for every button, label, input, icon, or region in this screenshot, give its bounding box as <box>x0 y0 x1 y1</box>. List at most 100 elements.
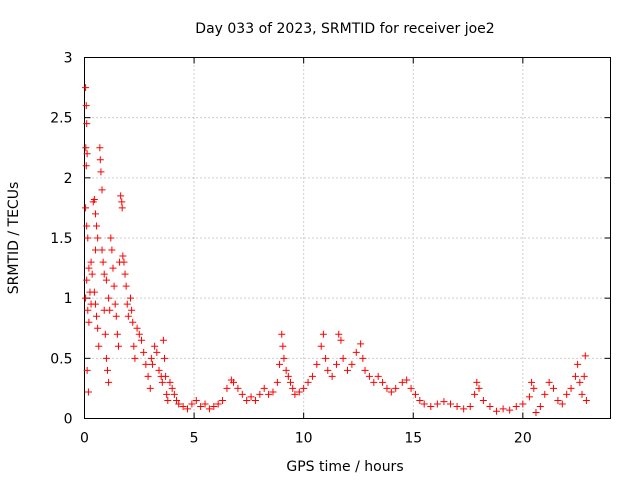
data-point <box>164 396 172 404</box>
data-point <box>554 396 562 404</box>
data-point <box>87 258 95 266</box>
data-point <box>567 384 575 392</box>
data-point <box>130 342 138 350</box>
data-point <box>383 384 391 392</box>
data-point <box>282 366 290 374</box>
data-point <box>91 210 99 218</box>
data-point <box>147 354 155 362</box>
data-point <box>219 396 227 404</box>
data-point <box>558 400 566 408</box>
data-point <box>365 372 373 380</box>
data-point <box>387 388 395 396</box>
data-point <box>98 186 106 194</box>
data-point <box>98 246 106 254</box>
data-point <box>201 400 209 408</box>
y-tick-label: 2.5 <box>50 111 72 127</box>
data-point <box>107 234 115 242</box>
x-tick-label: 10 <box>295 431 313 447</box>
data-point <box>276 360 284 368</box>
data-point <box>102 354 110 362</box>
data-point <box>83 366 91 374</box>
data-point <box>392 384 400 392</box>
data-point <box>84 306 92 314</box>
data-point <box>137 336 145 344</box>
data-point <box>279 342 287 350</box>
data-point <box>357 340 365 348</box>
data-point <box>99 258 107 266</box>
data-point <box>460 405 468 413</box>
data-point <box>403 376 411 384</box>
data-point <box>308 372 316 380</box>
data-point <box>166 378 174 386</box>
data-point <box>82 84 90 92</box>
data-point <box>131 354 139 362</box>
data-point <box>536 402 544 410</box>
data-point <box>479 396 487 404</box>
data-point <box>102 276 110 284</box>
data-point <box>525 393 533 401</box>
data-point <box>493 407 501 415</box>
data-point <box>317 342 325 350</box>
data-point <box>295 388 303 396</box>
data-point <box>123 300 131 308</box>
data-point <box>433 400 441 408</box>
x-axis-label: GPS time / hours <box>286 459 403 475</box>
data-point <box>530 384 538 392</box>
data-point <box>427 402 435 410</box>
data-point <box>173 396 181 404</box>
data-point <box>170 390 178 398</box>
data-point <box>85 264 93 272</box>
data-point <box>273 378 281 386</box>
data-point <box>91 246 99 254</box>
data-point <box>151 342 159 350</box>
data-point <box>158 378 166 386</box>
data-point <box>82 204 90 212</box>
data-point <box>223 384 231 392</box>
data-point <box>411 390 419 398</box>
data-point <box>398 378 406 386</box>
data-point <box>100 270 108 278</box>
data-point <box>179 402 187 410</box>
data-point <box>545 378 553 386</box>
data-point <box>453 402 461 410</box>
data-point <box>109 264 117 272</box>
data-point <box>120 258 128 266</box>
y-tick-label: 1 <box>64 291 73 307</box>
data-point <box>374 372 382 380</box>
data-point <box>110 282 118 290</box>
data-point <box>304 378 312 386</box>
data-point <box>85 318 93 326</box>
data-point <box>90 195 98 203</box>
data-point <box>344 366 351 374</box>
data-point <box>447 400 455 408</box>
x-tick-label: 0 <box>80 431 89 447</box>
y-axis-ticks: 0 0.5 1 1.5 2 2.5 3 <box>50 51 611 428</box>
data-point <box>94 234 102 242</box>
data-point <box>82 162 90 170</box>
plot-frame <box>84 57 611 419</box>
grid-layer <box>84 57 611 419</box>
data-point <box>337 336 345 344</box>
data-point <box>319 330 327 338</box>
data-point <box>300 384 308 392</box>
data-point <box>197 402 205 410</box>
data-point <box>96 144 104 152</box>
data-point <box>94 324 102 332</box>
data-point <box>95 342 103 350</box>
data-point <box>111 300 119 308</box>
data-point <box>155 366 163 374</box>
data-point <box>93 222 101 230</box>
y-axis-label: SRMTID / TECUs <box>6 182 22 295</box>
data-point <box>113 330 121 338</box>
data-point <box>324 366 332 374</box>
data-point <box>440 398 448 406</box>
data-point <box>370 378 378 386</box>
data-point <box>148 360 156 368</box>
data-point <box>234 384 242 392</box>
data-point <box>313 360 321 368</box>
data-point <box>506 406 514 414</box>
y-tick-label: 0 <box>64 412 73 428</box>
data-point <box>541 390 549 398</box>
data-point <box>128 306 136 314</box>
